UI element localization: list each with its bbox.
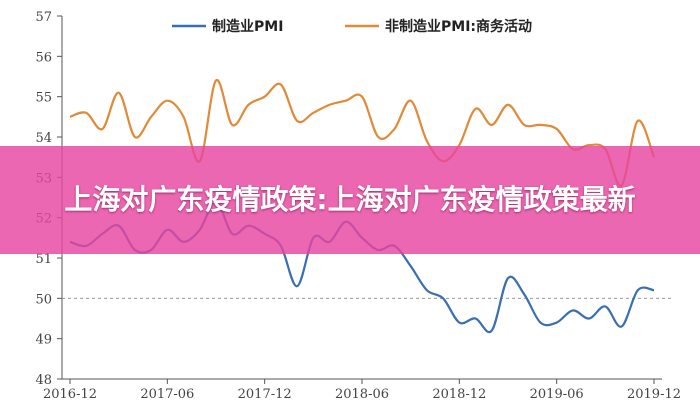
chart-legend: 制造业PMI 非制造业PMI:商务活动 [172, 18, 532, 35]
x-tick-label: 2019-12 [627, 387, 681, 400]
x-tick-label: 2019-06 [530, 387, 584, 400]
y-tick-label: 48 [35, 373, 52, 388]
x-tick-label: 2016-12 [43, 387, 97, 400]
headline-banner: 上海对广东疫情政策:上海对广东疫情政策最新 [0, 146, 700, 254]
y-tick-label: 55 [35, 91, 52, 106]
legend-label-2: 非制造业PMI:商务活动 [385, 18, 532, 35]
x-tick-label: 2017-12 [238, 387, 292, 400]
x-tick-label: 2018-06 [335, 387, 389, 400]
headline-text: 上海对广东疫情政策:上海对广东疫情政策最新 [64, 183, 636, 216]
series-line-2 [69, 79, 656, 187]
y-tick-label: 49 [35, 333, 52, 348]
y-tick-label: 56 [35, 50, 52, 65]
x-tick-label: 2017-06 [140, 387, 194, 400]
y-tick-label: 57 [35, 10, 52, 25]
y-tick-label: 54 [35, 131, 52, 146]
y-tick-label: 51 [35, 252, 52, 267]
x-tick-label: 2018-12 [432, 387, 486, 400]
y-tick-label: 50 [35, 292, 52, 307]
legend-label-1: 制造业PMI [212, 18, 283, 35]
